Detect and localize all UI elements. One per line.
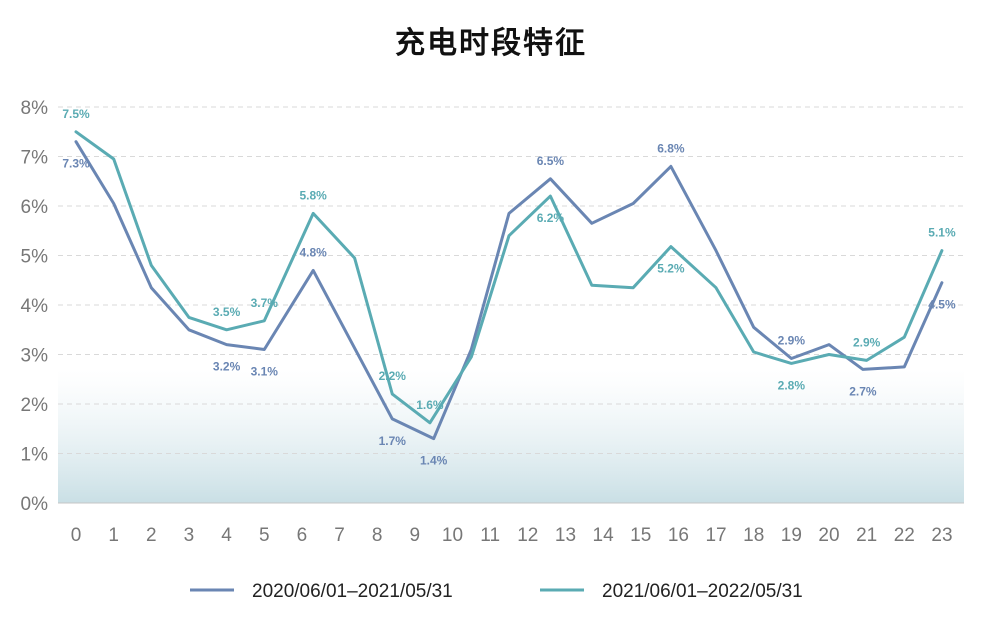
x-tick-label: 6 [297,525,308,546]
chart-title: 充电时段特征 [395,26,587,61]
y-tick-label: 5% [21,247,49,268]
y-tick-label: 3% [21,346,49,367]
data-label: 3.7% [251,296,279,310]
x-tick-label: 14 [593,525,615,546]
axis-ticks: 0%1%2%3%4%5%6%7%8%0 1 2 3 4 5 6 7 8 9 10 11 12 13 14 15… [21,98,953,546]
x-tick-label: 13 [555,525,576,546]
data-label: 5.8% [300,188,328,202]
x-tick-label: 1 [108,525,119,546]
y-tick-label: 8% [21,98,49,119]
legend: 2020/06/01–2021/05/31 2021/06/01–2022/05/… [190,581,803,602]
x-tick-label: 20 [818,525,839,546]
data-label: 4.8% [300,245,328,259]
data-label: 3.2% [213,360,241,374]
series-lines [74,130,944,441]
data-label: 7.3% [62,157,90,171]
data-label: 6.2% [537,211,565,225]
x-tick-label: 23 [931,525,952,546]
x-tick-label: 8 [372,525,383,546]
y-tick-label: 2% [21,395,49,416]
data-label: 3.5% [213,305,241,319]
legend-label-1: 2020/06/01–2021/05/31 [252,581,453,602]
y-tick-label: 6% [21,197,49,218]
x-tick-label: 21 [856,525,877,546]
data-label: 1.6% [416,398,444,412]
data-label: 5.1% [928,226,956,240]
data-label: 1.7% [379,434,407,448]
x-tick-label: 18 [743,525,764,546]
series-line-2 [74,130,944,425]
y-tick-label: 7% [21,148,49,169]
data-label: 7.5% [62,107,90,121]
x-tick-label: 4 [221,525,232,546]
x-tick-label: 5 [259,525,270,546]
x-tick-label: 0 [71,525,82,546]
series-line-1 [74,140,944,441]
x-tick-label: 2 [146,525,157,546]
x-tick-label: 10 [442,525,463,546]
x-tick-label: 3 [184,525,195,546]
x-tick-label: 17 [705,525,726,546]
data-label: 6.8% [657,141,685,155]
legend-label-2: 2021/06/01–2022/05/31 [602,581,803,602]
data-labels: 7.3% 3.2% 3.1% 4.8% 1.7% 1.4% 6.5% 6.8% 2.9% 2.7%… [62,107,956,468]
gridlines [58,106,964,504]
x-tick-label: 22 [894,525,915,546]
data-label: 2.7% [849,384,877,398]
data-label: 2.8% [778,378,806,392]
data-label: 4.5% [928,298,956,312]
data-label: 2.2% [379,369,407,383]
y-tick-label: 1% [21,445,49,466]
x-tick-label: 12 [517,525,538,546]
x-tick-label: 15 [630,525,651,546]
data-label: 2.9% [853,335,881,349]
x-tick-label: 16 [668,525,689,546]
x-tick-label: 7 [334,525,345,546]
plot-band [58,370,964,503]
data-label: 5.2% [657,262,685,276]
x-tick-label: 9 [410,525,421,546]
data-label: 2.9% [778,333,806,347]
x-tick-label: 11 [480,525,500,546]
data-label: 6.5% [537,154,565,168]
y-tick-label: 0% [21,494,49,515]
data-label: 1.4% [420,454,448,468]
x-tick-label: 19 [781,525,802,546]
data-label: 3.1% [251,365,279,379]
y-tick-label: 4% [21,296,49,317]
